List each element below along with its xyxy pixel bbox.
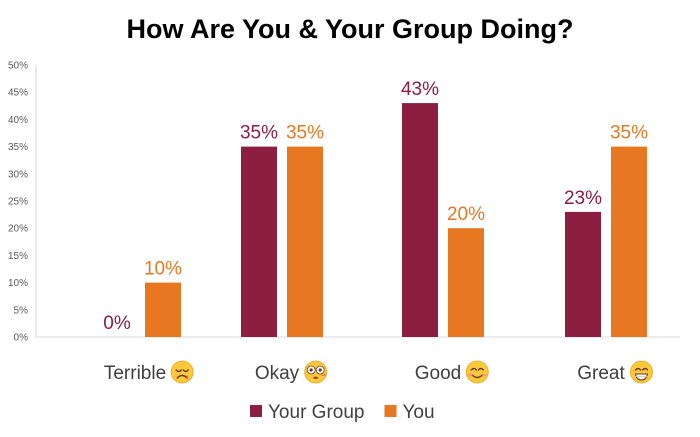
dizzy-face-icon xyxy=(304,360,328,384)
bar-you xyxy=(287,146,323,337)
y-tick-label: 20% xyxy=(8,224,28,235)
y-tick-label: 5% xyxy=(14,305,29,316)
data-label: 43% xyxy=(401,79,439,100)
legend-label: You xyxy=(402,402,434,423)
y-tick-label: 35% xyxy=(8,142,28,153)
bar-your-group xyxy=(402,103,438,337)
y-tick-label: 0% xyxy=(14,333,29,344)
y-tick-label: 50% xyxy=(8,61,28,72)
data-label: 35% xyxy=(240,123,278,144)
y-tick-label: 30% xyxy=(8,169,28,180)
category-label: Great xyxy=(577,363,625,384)
data-label: 23% xyxy=(564,188,602,209)
bar-your-group xyxy=(565,211,601,337)
category-label: Terrible xyxy=(104,363,166,384)
legend-label: Your Group xyxy=(268,402,364,423)
y-tick-label: 45% xyxy=(8,88,28,99)
data-label: 35% xyxy=(610,123,648,144)
legend-swatch xyxy=(250,405,262,417)
bar-you xyxy=(611,146,647,337)
smiling-face-icon xyxy=(465,360,489,384)
data-label: 10% xyxy=(144,259,182,280)
grinning-face-icon xyxy=(630,360,653,384)
chart-title: How Are You & Your Group Doing? xyxy=(126,14,574,44)
y-tick-label: 40% xyxy=(8,115,28,126)
bar-you xyxy=(448,228,484,337)
y-tick-label: 25% xyxy=(8,197,28,208)
y-tick-label: 15% xyxy=(8,251,28,262)
data-label: 20% xyxy=(447,204,485,225)
category-label: Good xyxy=(415,363,461,384)
frowning-face-icon xyxy=(170,360,194,384)
category-label: Okay xyxy=(255,363,300,384)
y-tick-label: 10% xyxy=(8,278,28,289)
bar-you xyxy=(145,282,181,337)
bar-your-group xyxy=(241,146,277,337)
data-label: 35% xyxy=(286,123,324,144)
data-label: 0% xyxy=(103,313,131,334)
legend-swatch xyxy=(384,405,397,417)
